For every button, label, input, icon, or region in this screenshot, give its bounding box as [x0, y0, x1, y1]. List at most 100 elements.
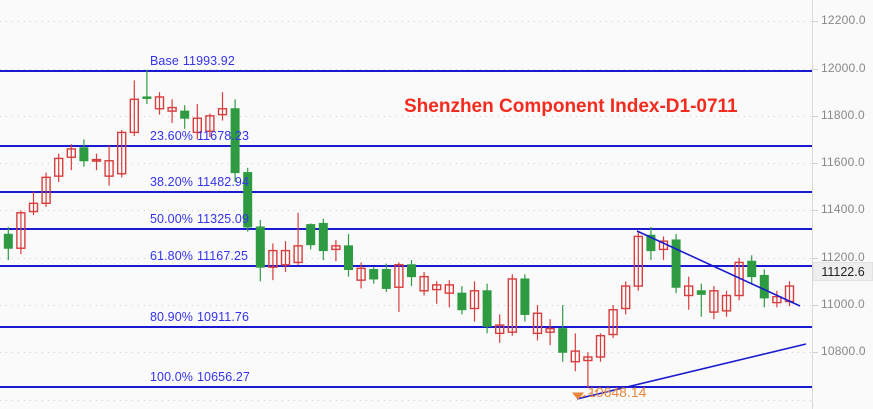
gridline [0, 258, 812, 259]
fib-level-label: 100.0% 10656.27 [150, 370, 250, 384]
candle-body [432, 284, 442, 291]
price-axis-tick-mark [813, 257, 818, 259]
candle-body [696, 290, 706, 295]
gridline [0, 210, 812, 211]
fib-level-price: 11993.92 [182, 53, 235, 68]
candle-body [369, 269, 379, 280]
candle-body [621, 285, 631, 310]
candle-body [671, 239, 681, 288]
candle-body [633, 235, 643, 287]
fib-level-line [0, 228, 812, 230]
candle-body [41, 176, 51, 205]
candle-body [570, 350, 580, 363]
price-axis-tick-label: 11600.0 [821, 155, 865, 170]
price-axis-tick-label: 11800.0 [821, 107, 865, 122]
price-axis-tick-mark [813, 304, 818, 306]
candle-body [558, 328, 568, 353]
candle-body [759, 274, 769, 299]
swing-low-annotation: 10648.14 [588, 384, 647, 400]
candle-body [306, 224, 316, 246]
candle-body [394, 264, 404, 288]
candle-body [180, 110, 190, 119]
gridline [0, 163, 812, 164]
fib-level-percent: 50.00% [150, 212, 193, 227]
fib-level-label: Base 11993.92 [150, 54, 235, 68]
candle-body [255, 226, 265, 268]
candle-body [444, 284, 454, 294]
price-axis-tick-label: 12000.0 [821, 60, 866, 75]
candle-body [66, 148, 77, 158]
candle-body [28, 202, 39, 213]
plot-area[interactable]: Base 11993.92 23.60% 11678.23 38.20% 11482.94… [0, 0, 812, 409]
current-price-badge: 11122.6 [814, 263, 872, 280]
price-axis-tick-label: 11200.0 [821, 249, 865, 264]
candle-body [495, 324, 505, 335]
fib-level-price: 10911.76 [197, 309, 250, 324]
fib-level-price: 11325.09 [197, 212, 250, 227]
candle-body [507, 278, 517, 333]
candle-body [684, 285, 694, 297]
price-axis-tick-label: 12200.0 [821, 13, 866, 28]
price-axis-tick-label: 11400.0 [821, 202, 865, 217]
chart-title: Shenzhen Component Index-D1-0711 [404, 96, 738, 117]
candle-body [520, 278, 530, 315]
fib-level-label: 80.90% 10911.76 [150, 310, 249, 324]
fib-level-label: 23.60% 11678.23 [150, 129, 249, 143]
fib-level-line [0, 326, 812, 328]
candle-body [407, 264, 416, 278]
fib-level-line [0, 191, 812, 193]
candle-body [545, 327, 555, 333]
ascending-support[interactable] [576, 343, 807, 400]
price-axis-tick-mark [813, 352, 818, 354]
fib-level-percent: Base [150, 53, 179, 68]
candle-body [142, 96, 152, 99]
candle-body [230, 108, 240, 174]
price-axis-tick-mark [813, 21, 818, 23]
candle-body [280, 249, 291, 266]
candle-body [331, 245, 341, 251]
candlestick-series [3, 69, 795, 389]
candle-body [344, 245, 353, 271]
fib-level-label: 50.00% 11325.09 [150, 212, 249, 226]
gridline [0, 69, 812, 70]
fib-level-percent: 38.20% [150, 174, 193, 189]
trendlines [571, 230, 807, 400]
swing-low-arrow-icon [571, 392, 585, 400]
fib-level-percent: 61.80% [150, 249, 193, 264]
candle-body [646, 234, 656, 252]
candle-body [129, 98, 140, 134]
candle-body [608, 309, 618, 336]
gridline [0, 305, 812, 306]
candle-body [192, 117, 203, 134]
candle-body [318, 222, 328, 252]
candle-body [532, 312, 543, 335]
candle-body [772, 296, 782, 304]
price-axis-tick-mark [813, 115, 818, 117]
fib-level-line [0, 265, 812, 267]
fib-level-line [0, 386, 812, 388]
gridline [0, 116, 812, 117]
fib-level-price: 11482.94 [197, 174, 250, 189]
fib-level-label: 61.80% 11167.25 [150, 249, 248, 263]
candle-body [268, 249, 278, 268]
candle-body [381, 269, 391, 289]
price-axis-tick-label: 11000.0 [821, 296, 865, 311]
candle-body [154, 96, 165, 110]
candle-body [293, 245, 303, 264]
gridline [0, 21, 812, 22]
price-axis-tick-mark [813, 210, 818, 212]
fib-level-line [0, 145, 812, 147]
fib-level-price: 11167.25 [197, 249, 249, 264]
price-axis[interactable]: 12200.0 12000.0 11800.0 11600.0 11400.0 11200… [812, 0, 873, 409]
fib-level-percent: 23.60% [150, 128, 193, 143]
fib-level-price: 10656.27 [197, 370, 250, 385]
descending-resistance[interactable] [636, 230, 801, 307]
candle-body [709, 290, 719, 313]
candle-body [167, 106, 177, 112]
fib-level-line [0, 70, 812, 72]
gridline [0, 352, 812, 353]
candle-body [91, 158, 102, 162]
candle-body [595, 335, 606, 358]
candle-body [217, 108, 228, 116]
